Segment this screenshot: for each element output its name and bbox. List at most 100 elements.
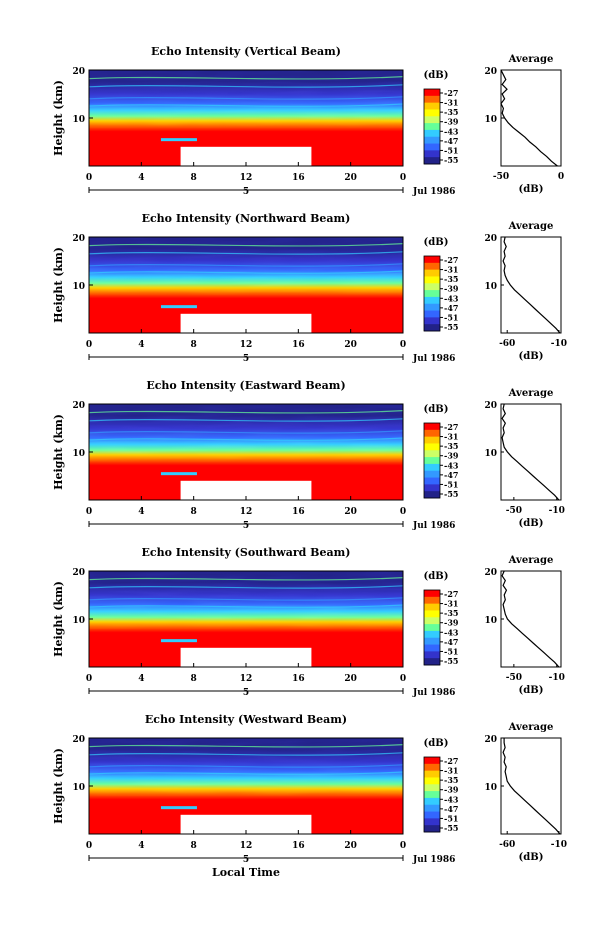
layer-0 <box>88 764 404 768</box>
heatmap-field <box>88 404 404 500</box>
layer-0 <box>88 597 404 601</box>
colorbar-tick-label: -35 <box>444 274 458 284</box>
profile-panel: Average 10 20 -50 -10 (dB) <box>484 555 564 696</box>
xtick-label: 0 <box>400 507 406 517</box>
panel-0: Echo Intensity (Vertical Beam) 10 20 Height… <box>52 45 564 197</box>
ytick-label: 20 <box>72 67 85 77</box>
panel-2: Echo Intensity (Eastward Beam) 10 20 Height… <box>52 379 565 531</box>
profile-ytick-label: 10 <box>484 616 497 626</box>
echo-streak <box>160 138 197 142</box>
colorbar-swatch <box>424 102 440 110</box>
layer-3 <box>88 437 404 441</box>
data-gap <box>180 313 312 333</box>
colorbar-frame <box>423 422 441 499</box>
colorbar-tick-label: -43 <box>444 627 459 637</box>
colorbar-swatch <box>424 797 440 806</box>
xtick-label: 16 <box>292 674 305 684</box>
xtick-label: 20 <box>344 674 357 684</box>
colorbar-tick-label: -51 <box>444 479 458 489</box>
xtick-label: 0 <box>86 507 92 517</box>
layer-2 <box>88 577 404 581</box>
profile-frame <box>500 570 562 668</box>
echo-streak <box>160 639 197 643</box>
profile-panel: Average 10 20 -50 -10 (dB) <box>484 388 564 529</box>
colorbar-swatch <box>424 791 440 799</box>
colorbar-tick-label: -39 <box>444 618 459 628</box>
colorbar-tick-label: -47 <box>444 136 458 146</box>
xtick-label: 4 <box>138 841 144 851</box>
colorbar-tick-label: -31 <box>444 265 458 275</box>
colorbar-swatch <box>424 651 440 659</box>
colorbar-tick-label: -51 <box>444 312 458 322</box>
colorbar-tick-label: -51 <box>444 813 458 823</box>
y-axis-label: Height (km) <box>52 581 65 657</box>
profile-xtick-label: -50 <box>506 673 522 683</box>
profile-ytick-label: 20 <box>484 234 497 244</box>
colorbar-tick-label: -27 <box>444 88 458 98</box>
ytick-label: 10 <box>72 115 85 125</box>
profile-title: Average <box>508 54 554 65</box>
date-label: Jul 1986 <box>412 521 455 531</box>
profile-xtick-label: -60 <box>499 339 515 349</box>
colorbar-swatch <box>424 484 440 492</box>
colorbar-tick-label: -43 <box>444 460 459 470</box>
colorbar-swatch <box>424 129 440 138</box>
colorbar-tick-label: -47 <box>444 804 458 814</box>
profile-line <box>502 738 561 835</box>
heatmap-field <box>88 237 404 333</box>
colorbar-unit: (dB) <box>424 237 449 248</box>
profile-xlabel: (dB) <box>519 518 544 529</box>
profile-title: Average <box>508 722 554 733</box>
xtick-label: 20 <box>344 841 357 851</box>
date-label: Jul 1986 <box>412 187 455 197</box>
colorbar-tick-label: -39 <box>444 785 459 795</box>
x-axis-label: Local Time <box>212 866 280 879</box>
colorbar-tick-label: -43 <box>444 293 459 303</box>
panel-4: Echo Intensity (Westward Beam) 10 20 Height… <box>52 713 567 879</box>
colorbar: (dB) -27-31-35-39-43-47-51-55 <box>424 237 459 332</box>
xtick-label: 4 <box>138 340 144 350</box>
colorbar-tick-label: -39 <box>444 451 459 461</box>
colorbar-swatch <box>424 610 440 618</box>
colorbar-swatch <box>424 123 440 131</box>
xtick-label: 4 <box>138 674 144 684</box>
layer-3 <box>88 771 404 775</box>
profile-title: Average <box>508 555 554 566</box>
xtick-label: 20 <box>344 340 357 350</box>
heatmap-field <box>88 571 404 667</box>
xtick-label: 12 <box>240 841 253 851</box>
data-gap <box>180 647 312 667</box>
colorbar-swatch <box>424 811 440 819</box>
chart-title: Echo Intensity (Southward Beam) <box>142 546 351 559</box>
date-tick-label: 5 <box>243 688 249 698</box>
date-tick-label: 5 <box>243 187 249 197</box>
profile-ytick-label: 10 <box>484 783 497 793</box>
xtick-label: 12 <box>240 674 253 684</box>
layer-0 <box>88 263 404 267</box>
colorbar-tick-label: -43 <box>444 794 459 804</box>
xtick-label: 8 <box>191 340 197 350</box>
profile-ytick-label: 20 <box>484 568 497 578</box>
layer-2 <box>88 410 404 414</box>
colorbar-swatch <box>424 624 440 632</box>
xtick-label: 12 <box>240 507 253 517</box>
colorbar-swatch <box>424 116 440 124</box>
colorbar-tick-label: -55 <box>444 489 458 499</box>
heatmap-field <box>88 70 404 166</box>
profile-xlabel: (dB) <box>519 685 544 696</box>
colorbar-unit: (dB) <box>424 70 449 81</box>
colorbar-swatch <box>424 784 440 792</box>
profile-panel: Average 10 20 -60 -10 (dB) <box>484 722 567 863</box>
colorbar-swatch <box>424 310 440 318</box>
colorbar-swatch <box>424 89 440 97</box>
colorbar-tick-label: -35 <box>444 775 458 785</box>
ytick-label: 20 <box>72 568 85 578</box>
colorbar-swatch <box>424 283 440 291</box>
xtick-label: 4 <box>138 507 144 517</box>
xtick-label: 8 <box>191 507 197 517</box>
colorbar-swatch <box>424 590 440 598</box>
heatmap-field <box>88 738 404 834</box>
colorbar-tick-label: -35 <box>444 608 458 618</box>
colorbar-swatch <box>424 457 440 465</box>
